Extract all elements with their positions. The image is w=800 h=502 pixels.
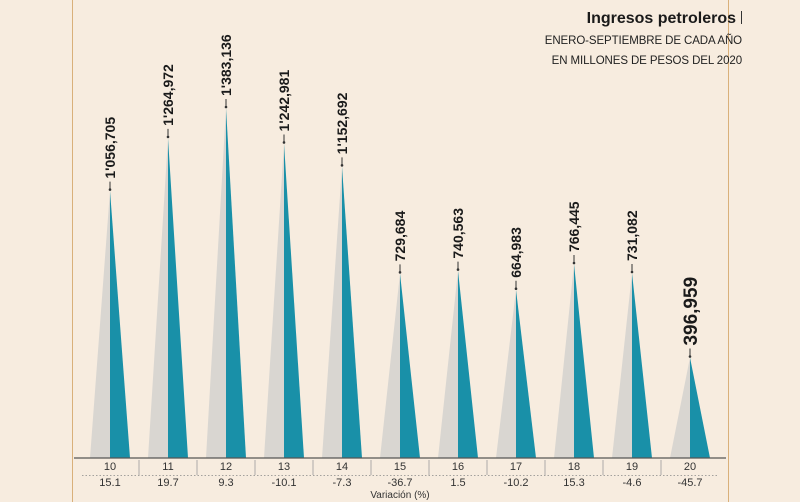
variation-label-10: 15.1 <box>99 477 120 489</box>
value-label-11: 1'264,972 <box>160 64 176 126</box>
subtitle-line-1: ENERO-SEPTIEMBRE DE CADA AÑO <box>544 35 742 47</box>
value-dot-13 <box>282 141 286 144</box>
peak-dark-14 <box>342 166 362 459</box>
value-label-16: 740,563 <box>450 208 466 259</box>
value-label-14: 1'152,692 <box>334 92 350 154</box>
value-label-17: 664,983 <box>508 227 524 278</box>
peak-light-13 <box>264 143 284 459</box>
variation-label-12: 9.3 <box>218 477 233 489</box>
category-label-15: 15 <box>394 461 406 473</box>
peaks-group <box>90 108 710 459</box>
variation-label-19: -4.6 <box>623 477 642 489</box>
value-label-15: 729,684 <box>392 211 408 262</box>
peak-dark-11 <box>168 137 188 458</box>
title-block: Ingresos petroleros ENERO-SEPTIEMBRE DE … <box>545 10 742 71</box>
peak-dark-19 <box>632 273 652 458</box>
chart-title: Ingresos petroleros <box>586 10 736 27</box>
value-dot-20 <box>688 355 692 358</box>
variation-label-11: 19.7 <box>157 477 178 489</box>
title-separator <box>741 11 742 24</box>
peak-light-14 <box>322 166 342 459</box>
peak-dark-18 <box>574 264 594 458</box>
category-label-12: 12 <box>220 461 232 473</box>
variation-label-14: -7.3 <box>333 477 352 489</box>
axis-group: 10 15.1 11 19.7 12 9.3 13 -10.1 14 -7.3 15 -36.7 16 1… <box>74 457 726 501</box>
peak-light-10 <box>90 190 110 458</box>
peak-dark-15 <box>400 273 420 458</box>
peak-light-17 <box>496 289 516 458</box>
value-dot-19 <box>630 270 634 274</box>
category-label-14: 14 <box>336 461 348 473</box>
variation-axis-title: Variación (%) <box>370 490 429 501</box>
variation-label-16: 1.5 <box>450 477 465 489</box>
category-label-16: 16 <box>452 461 464 473</box>
peak-light-15 <box>380 273 400 458</box>
category-label-13: 13 <box>278 461 290 473</box>
peak-dark-17 <box>516 289 536 458</box>
peak-light-19 <box>612 273 632 458</box>
category-label-20: 20 <box>684 461 696 473</box>
peak-light-12 <box>206 108 226 458</box>
value-label-10: 1'056,705 <box>102 117 118 179</box>
category-label-18: 18 <box>568 461 580 473</box>
peak-dark-20 <box>690 357 710 458</box>
chart-subtitle: ENERO-SEPTIEMBRE DE CADA AÑO EN MILLONES… <box>545 31 742 71</box>
value-dot-17 <box>514 287 518 291</box>
peak-dark-10 <box>110 190 130 458</box>
peak-light-20 <box>670 357 690 458</box>
value-dot-16 <box>456 268 460 271</box>
left-border-line <box>72 0 73 502</box>
value-dot-12 <box>224 105 228 109</box>
value-dot-11 <box>166 135 170 139</box>
variation-label-15: -36.7 <box>387 477 412 489</box>
value-dot-18 <box>572 261 576 265</box>
value-dot-15 <box>398 271 402 274</box>
value-labels-group: 1'056,705 1'264,972 1'383,136 1'242,981 1'15… <box>102 34 702 358</box>
variation-label-18: 15.3 <box>563 477 584 489</box>
category-label-10: 10 <box>104 461 116 473</box>
category-label-19: 19 <box>626 461 638 473</box>
value-label-13: 1'242,981 <box>276 70 292 132</box>
value-dot-14 <box>340 164 344 167</box>
value-label-12: 1'383,136 <box>218 34 234 96</box>
variation-label-13: -10.1 <box>271 477 296 489</box>
category-label-17: 17 <box>510 461 522 473</box>
peak-dark-12 <box>226 108 246 458</box>
value-label-18: 766,445 <box>566 201 582 252</box>
peak-light-11 <box>148 137 168 458</box>
right-border-line <box>728 0 729 502</box>
peak-dark-13 <box>284 143 304 459</box>
value-dot-10 <box>108 188 112 191</box>
variation-label-20: -45.7 <box>677 477 702 489</box>
category-label-11: 11 <box>162 461 173 473</box>
subtitle-line-2: EN MILLONES DE PESOS DEL 2020 <box>551 55 742 67</box>
value-label-20: 396,959 <box>681 277 702 346</box>
value-label-19: 731,082 <box>624 210 640 261</box>
peak-dark-16 <box>458 270 478 458</box>
peak-light-18 <box>554 264 574 458</box>
peak-light-16 <box>438 270 458 458</box>
variation-label-17: -10.2 <box>503 477 528 489</box>
